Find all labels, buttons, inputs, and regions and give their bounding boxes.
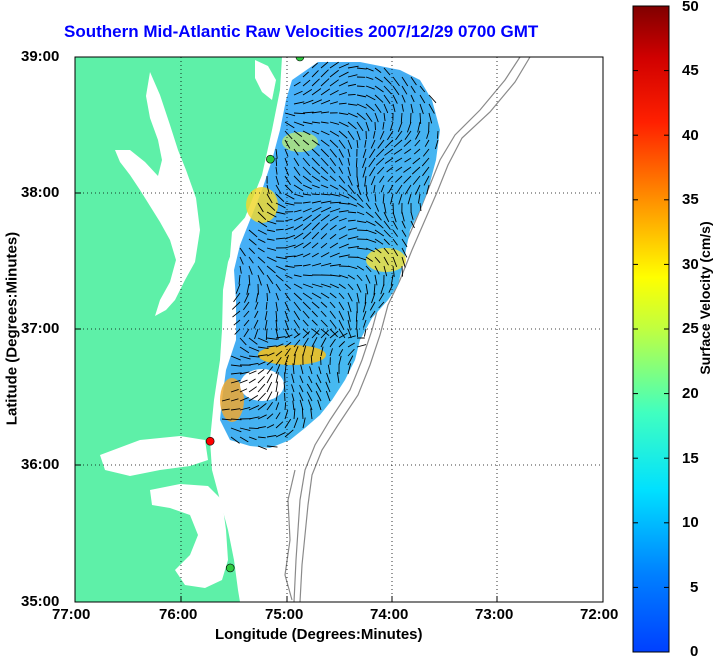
colorbar [633, 6, 669, 652]
x-tick-label: 75:00 [265, 606, 303, 623]
y-tick-label: 38:00 [21, 184, 59, 201]
colorbar-tick-label: 0 [690, 643, 698, 660]
colorbar-tick-label: 15 [682, 450, 699, 467]
colorbar-tick-label: 10 [682, 514, 699, 531]
colorbar-tick-label: 5 [690, 579, 698, 596]
velocity-vector [267, 293, 268, 301]
figure-title: Southern Mid-Atlantic Raw Velocities 200… [64, 22, 538, 42]
x-axis-title: Longitude (Degrees:Minutes) [215, 626, 423, 643]
velocity-vector [348, 94, 356, 95]
y-tick-label: 36:00 [21, 456, 59, 473]
x-tick-label: 76:00 [159, 606, 197, 623]
site-duck-marker [206, 437, 214, 445]
y-tick-label: 39:00 [21, 48, 59, 65]
y-tick-label: 35:00 [21, 593, 59, 610]
velocity-vector [402, 266, 403, 277]
colorbar-tick-label: 40 [682, 127, 699, 144]
x-tick-label: 74:00 [370, 606, 408, 623]
velocity-vector [294, 265, 302, 266]
velocity-vector [249, 428, 259, 429]
warm-patch-north [246, 187, 278, 223]
colorbar-tick-label: 50 [682, 0, 699, 15]
velocity-vector [356, 158, 357, 167]
y-axis-title: Latitude (Degrees:Minutes) [4, 219, 21, 439]
y-tick-label: 37:00 [21, 320, 59, 337]
velocity-vector [357, 86, 365, 87]
velocity-vector [357, 329, 358, 337]
x-tick-label: 72:00 [580, 606, 618, 623]
x-tick-label: 73:00 [475, 606, 513, 623]
colorbar-title: Surface Velocity (cm/s) [697, 203, 713, 393]
site-south-marker [226, 564, 234, 572]
velocity-vector [312, 194, 320, 195]
colorbar-tick-label: 45 [682, 62, 699, 79]
site-mid-marker [266, 155, 274, 163]
velocity-vector [302, 408, 303, 419]
